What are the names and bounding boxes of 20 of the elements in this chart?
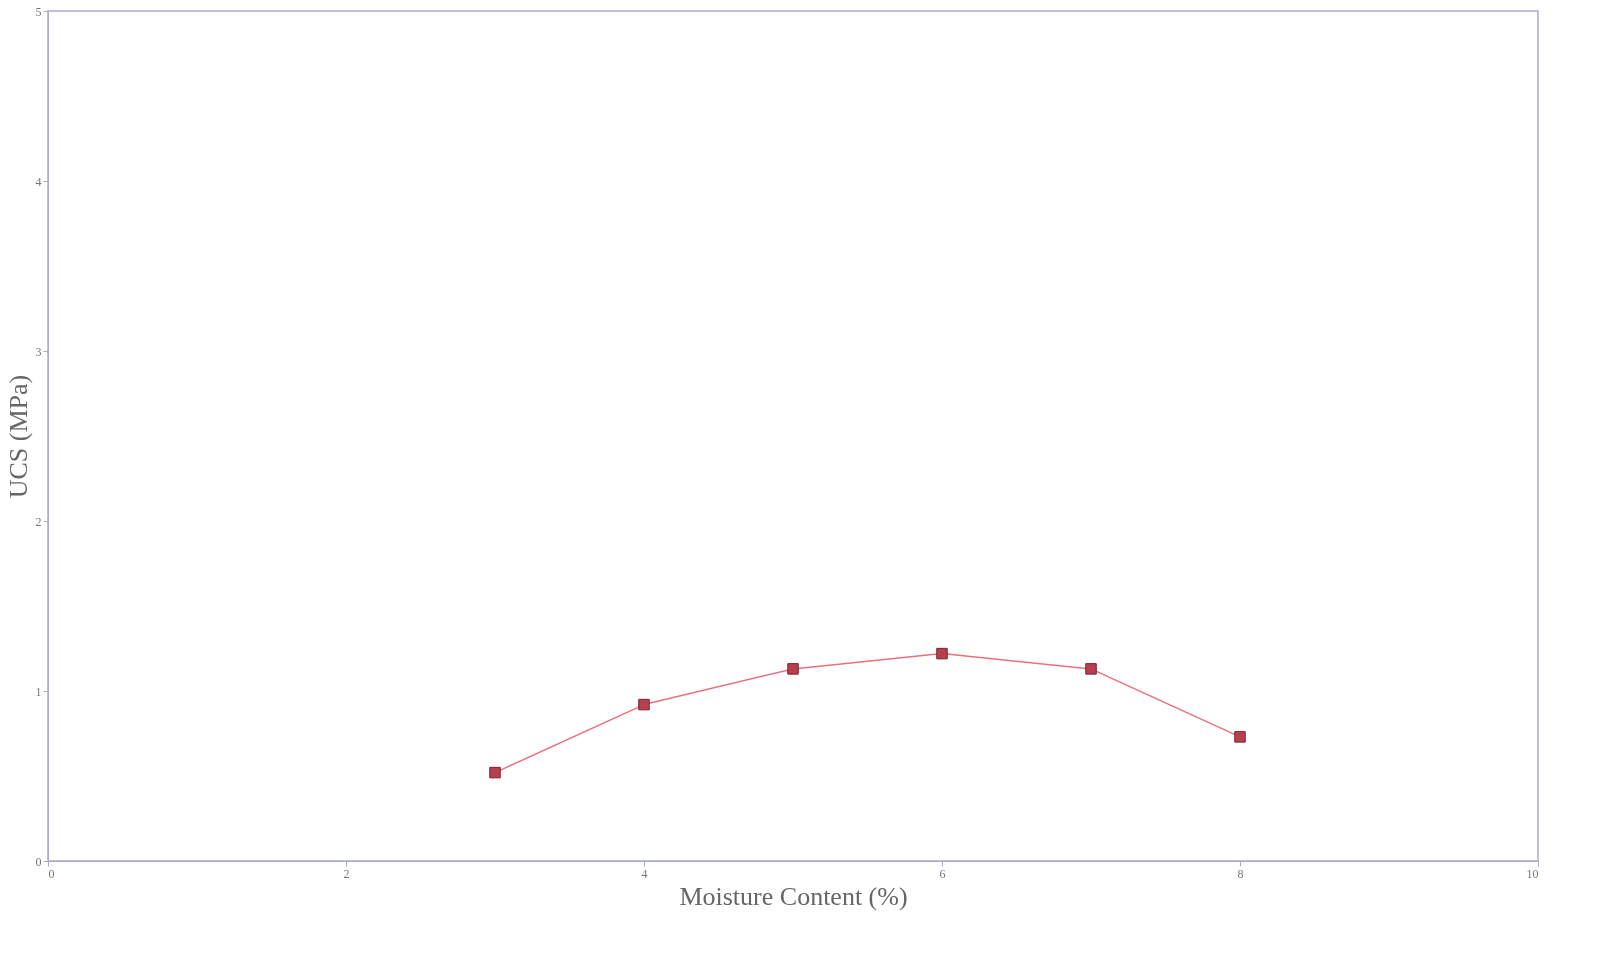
point xyxy=(787,663,799,675)
y-tick-label: 2 xyxy=(35,514,42,529)
point xyxy=(1085,663,1097,675)
x-tick-label: 4 xyxy=(641,866,648,881)
y-tick-label: 3 xyxy=(35,344,42,359)
point xyxy=(1234,731,1246,743)
point xyxy=(638,698,650,711)
point xyxy=(489,766,501,779)
x-tick-label: 6 xyxy=(939,866,946,881)
y-tick-label: 0 xyxy=(35,854,42,869)
x-tick-label: 0 xyxy=(48,866,55,881)
y-axis-title: UCS (MPa) xyxy=(3,374,33,499)
y-tick-label: 1 xyxy=(35,684,42,699)
x-tick-label: 8 xyxy=(1237,866,1244,881)
point xyxy=(936,647,948,660)
y-tick-label: 5 xyxy=(35,4,42,19)
x-axis-title: Moisture Content (%) xyxy=(679,881,908,911)
x-tick-label: 10 xyxy=(1526,866,1539,881)
y-tick-label: 4 xyxy=(35,174,42,189)
x-tick-label: 2 xyxy=(343,866,350,881)
